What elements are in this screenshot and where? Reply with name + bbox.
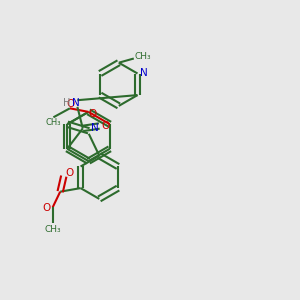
Text: CH₃: CH₃ (134, 52, 151, 61)
Text: O: O (88, 109, 97, 119)
Text: N: N (72, 98, 80, 108)
Text: O: O (66, 99, 75, 110)
Text: O: O (101, 121, 110, 131)
Text: N: N (91, 123, 99, 134)
Text: O: O (66, 168, 74, 178)
Text: CH₃: CH₃ (44, 225, 61, 234)
Text: H: H (63, 98, 70, 108)
Text: CH₃: CH₃ (45, 118, 61, 127)
Text: O: O (43, 203, 51, 213)
Text: N: N (140, 68, 147, 79)
